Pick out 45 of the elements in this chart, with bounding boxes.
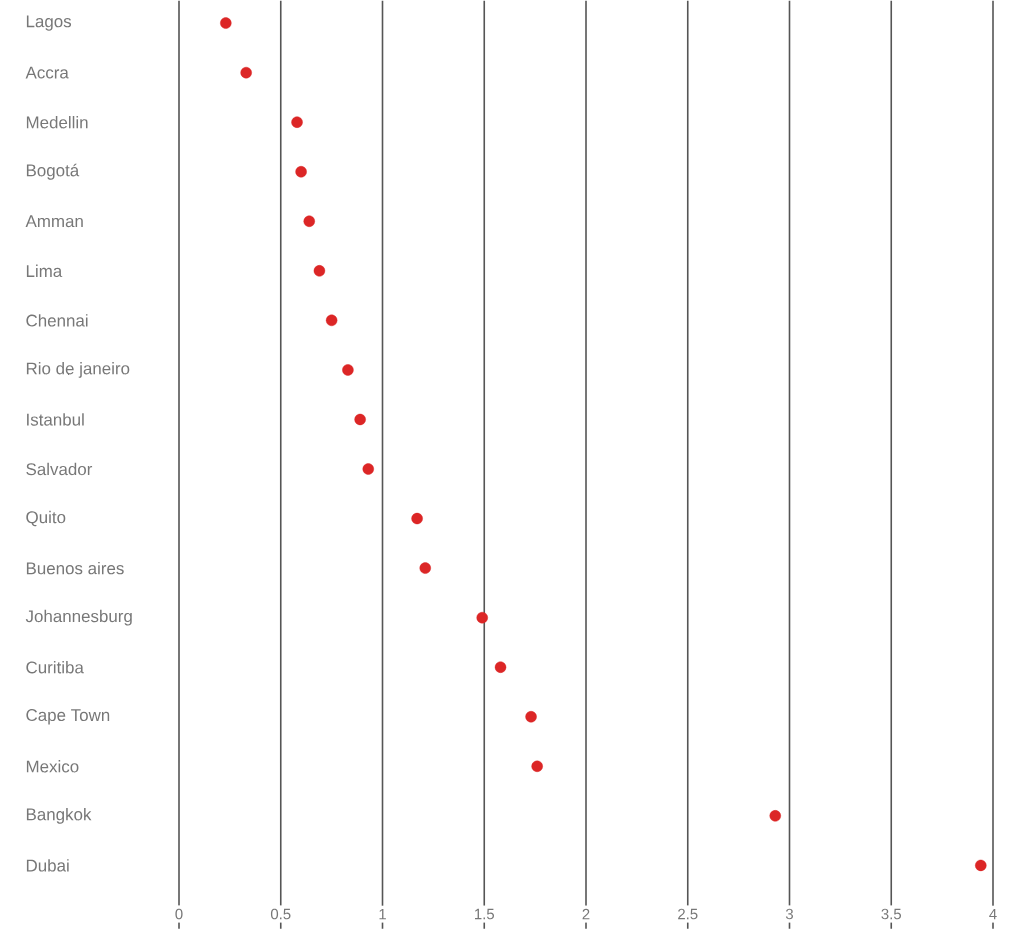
y-tick-label: Salvador <box>26 463 93 476</box>
y-tick-label: Accra <box>25 66 69 79</box>
y-tick-label: Lima <box>26 264 63 278</box>
y-tick-label: Cape Town <box>26 709 110 725</box>
point <box>476 612 488 624</box>
point <box>419 562 431 575</box>
y-tick-label: Bogotá <box>26 163 80 180</box>
point <box>325 314 338 327</box>
y-tick-label: Dubai <box>26 859 69 872</box>
point <box>220 17 232 29</box>
point <box>494 661 507 674</box>
point <box>342 364 354 376</box>
point <box>291 116 303 129</box>
point <box>362 463 374 475</box>
y-tick-label: Curitiba <box>26 661 84 674</box>
y-tick-label: Istanbul <box>27 413 84 426</box>
point <box>240 67 252 79</box>
x-tick-label: 3 <box>785 908 793 920</box>
point <box>769 810 781 822</box>
y-tick-label: Lagos <box>26 15 72 31</box>
y-tick-label: Chennai <box>26 314 88 327</box>
point <box>354 413 366 426</box>
y-tick-label: Quito <box>26 511 66 527</box>
point <box>525 711 537 723</box>
x-tick-label: 4 <box>989 909 997 920</box>
y-tick-label: Mexico <box>26 760 79 773</box>
y-tick-label: Rio de janeiro <box>26 362 130 379</box>
point <box>295 166 307 178</box>
point <box>975 859 987 872</box>
y-tick-label: Buenos aires <box>26 562 124 575</box>
x-tick-label: 0.5 <box>270 908 291 920</box>
y-tick-label: Johannesburg <box>25 609 132 626</box>
y-tick-label: Bangkok <box>26 808 92 824</box>
x-tick-label: 1.5 <box>475 909 495 920</box>
x-tick-label: 2 <box>582 909 590 920</box>
x-tick-label: 0 <box>175 908 183 920</box>
point <box>531 760 543 773</box>
point <box>303 215 315 228</box>
y-tick-label: Medellin <box>26 116 88 129</box>
x-tick-label: 1 <box>379 909 386 920</box>
x-tick-label: 2.5 <box>678 908 698 920</box>
point <box>313 265 326 277</box>
x-tick-label: 3.5 <box>881 908 902 920</box>
point <box>411 513 423 525</box>
y-tick-label: Amman <box>25 215 83 228</box>
